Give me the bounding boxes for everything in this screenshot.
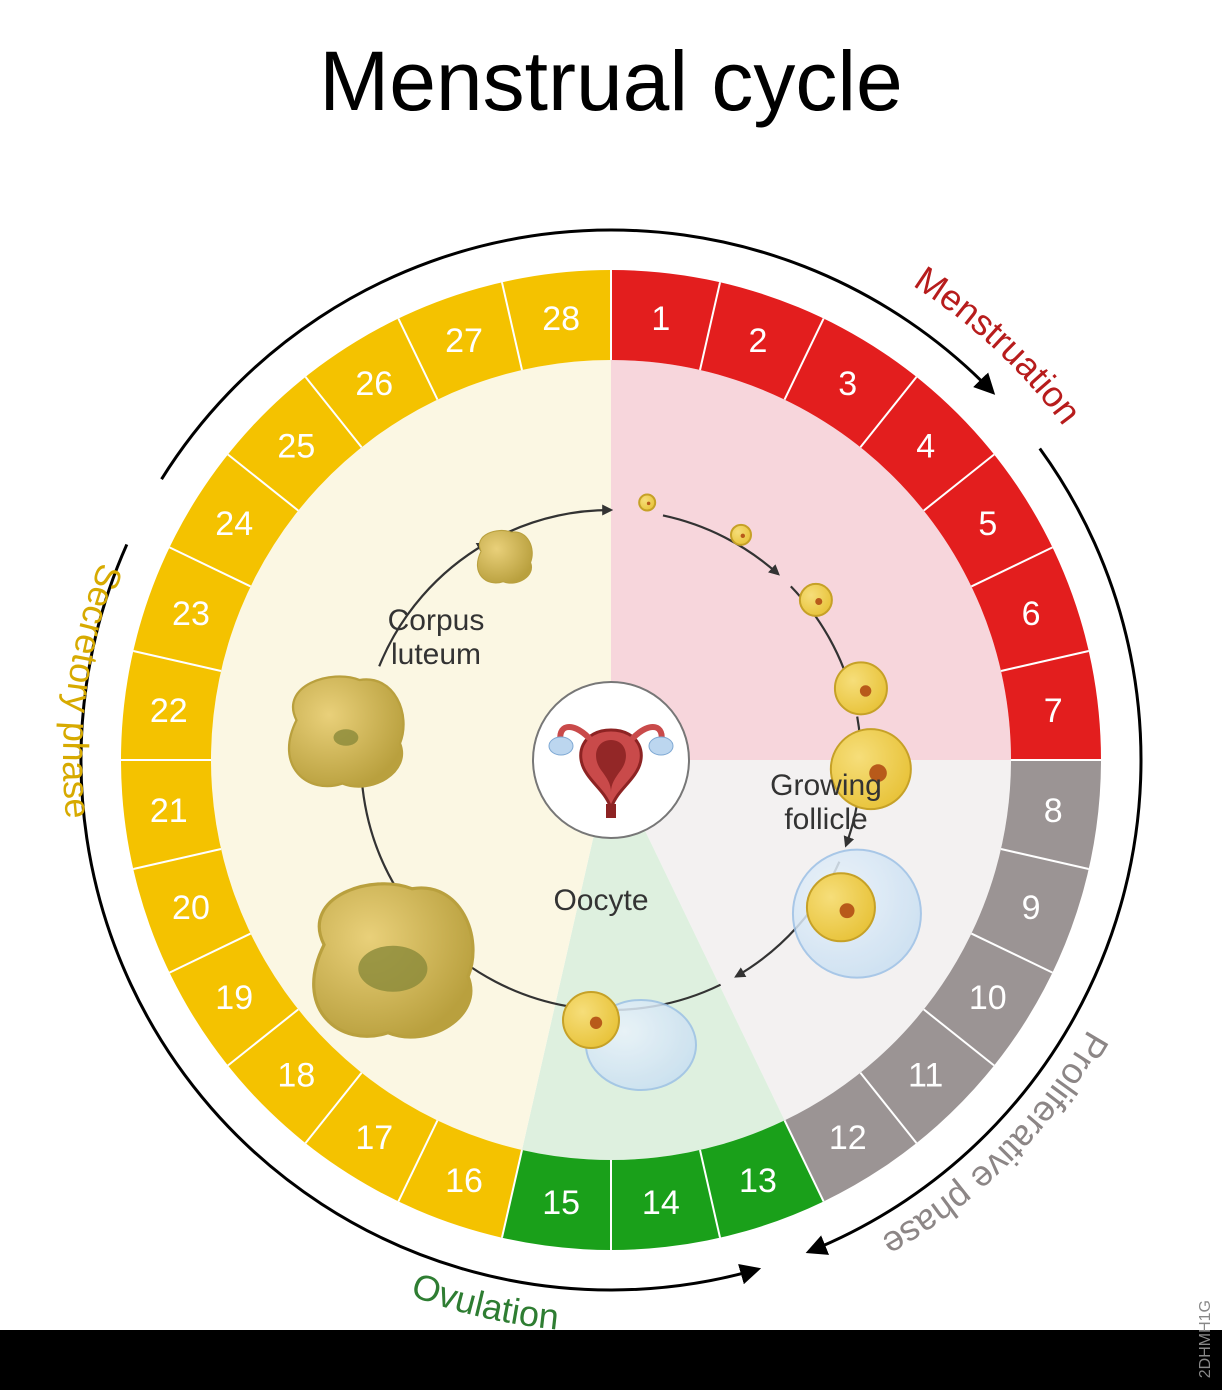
oocyte-icon [639, 495, 655, 511]
bottom-bar [0, 1330, 1222, 1390]
oocyte-icon [800, 584, 832, 616]
day-28: 28 [542, 300, 580, 338]
day-17: 17 [355, 1119, 393, 1157]
day-11: 11 [908, 1057, 943, 1095]
day-14: 14 [642, 1184, 680, 1222]
day-21: 21 [150, 792, 188, 830]
day-1: 1 [651, 300, 670, 338]
inner-label: Growingfollicle [770, 769, 882, 836]
day-7: 7 [1044, 692, 1063, 730]
day-19: 19 [215, 979, 253, 1017]
day-18: 18 [277, 1057, 315, 1095]
day-3: 3 [838, 365, 857, 403]
cycle-svg: Menstrual cycleaaa1234567891011121314151… [0, 0, 1222, 1390]
inner-label: Oocyte [553, 884, 648, 917]
day-4: 4 [916, 427, 935, 465]
oocyte-icon [835, 662, 887, 714]
day-15: 15 [542, 1184, 580, 1222]
day-6: 6 [1022, 595, 1041, 633]
follicle-icon [793, 850, 921, 978]
day-20: 20 [172, 889, 210, 927]
day-13: 13 [739, 1162, 777, 1200]
phase-label-secretory-phase: Secretory phase [55, 559, 131, 820]
corpus-luteum-icon [289, 676, 403, 786]
diagram-stage: Menstrual cycleaaa1234567891011121314151… [0, 0, 1222, 1390]
day-2: 2 [749, 322, 768, 360]
day-10: 10 [969, 979, 1007, 1017]
day-8: 8 [1044, 792, 1063, 830]
day-25: 25 [277, 427, 315, 465]
day-26: 26 [355, 365, 393, 403]
day-9: 9 [1022, 889, 1041, 927]
oocyte-icon [563, 992, 619, 1048]
day-24: 24 [215, 505, 253, 543]
corpus-luteum-icon [314, 884, 473, 1037]
day-23: 23 [172, 595, 210, 633]
day-16: 16 [445, 1162, 483, 1200]
oocyte-icon [731, 525, 751, 545]
day-12: 12 [829, 1119, 867, 1157]
inner-label: Corpusluteum [388, 604, 485, 671]
day-27: 27 [445, 322, 483, 360]
image-id: 2DHMH1G [1197, 1300, 1214, 1378]
chart-title: Menstrual cycle [319, 34, 903, 128]
day-5: 5 [978, 505, 997, 543]
day-22: 22 [150, 692, 188, 730]
corpus-luteum-icon [477, 530, 532, 583]
